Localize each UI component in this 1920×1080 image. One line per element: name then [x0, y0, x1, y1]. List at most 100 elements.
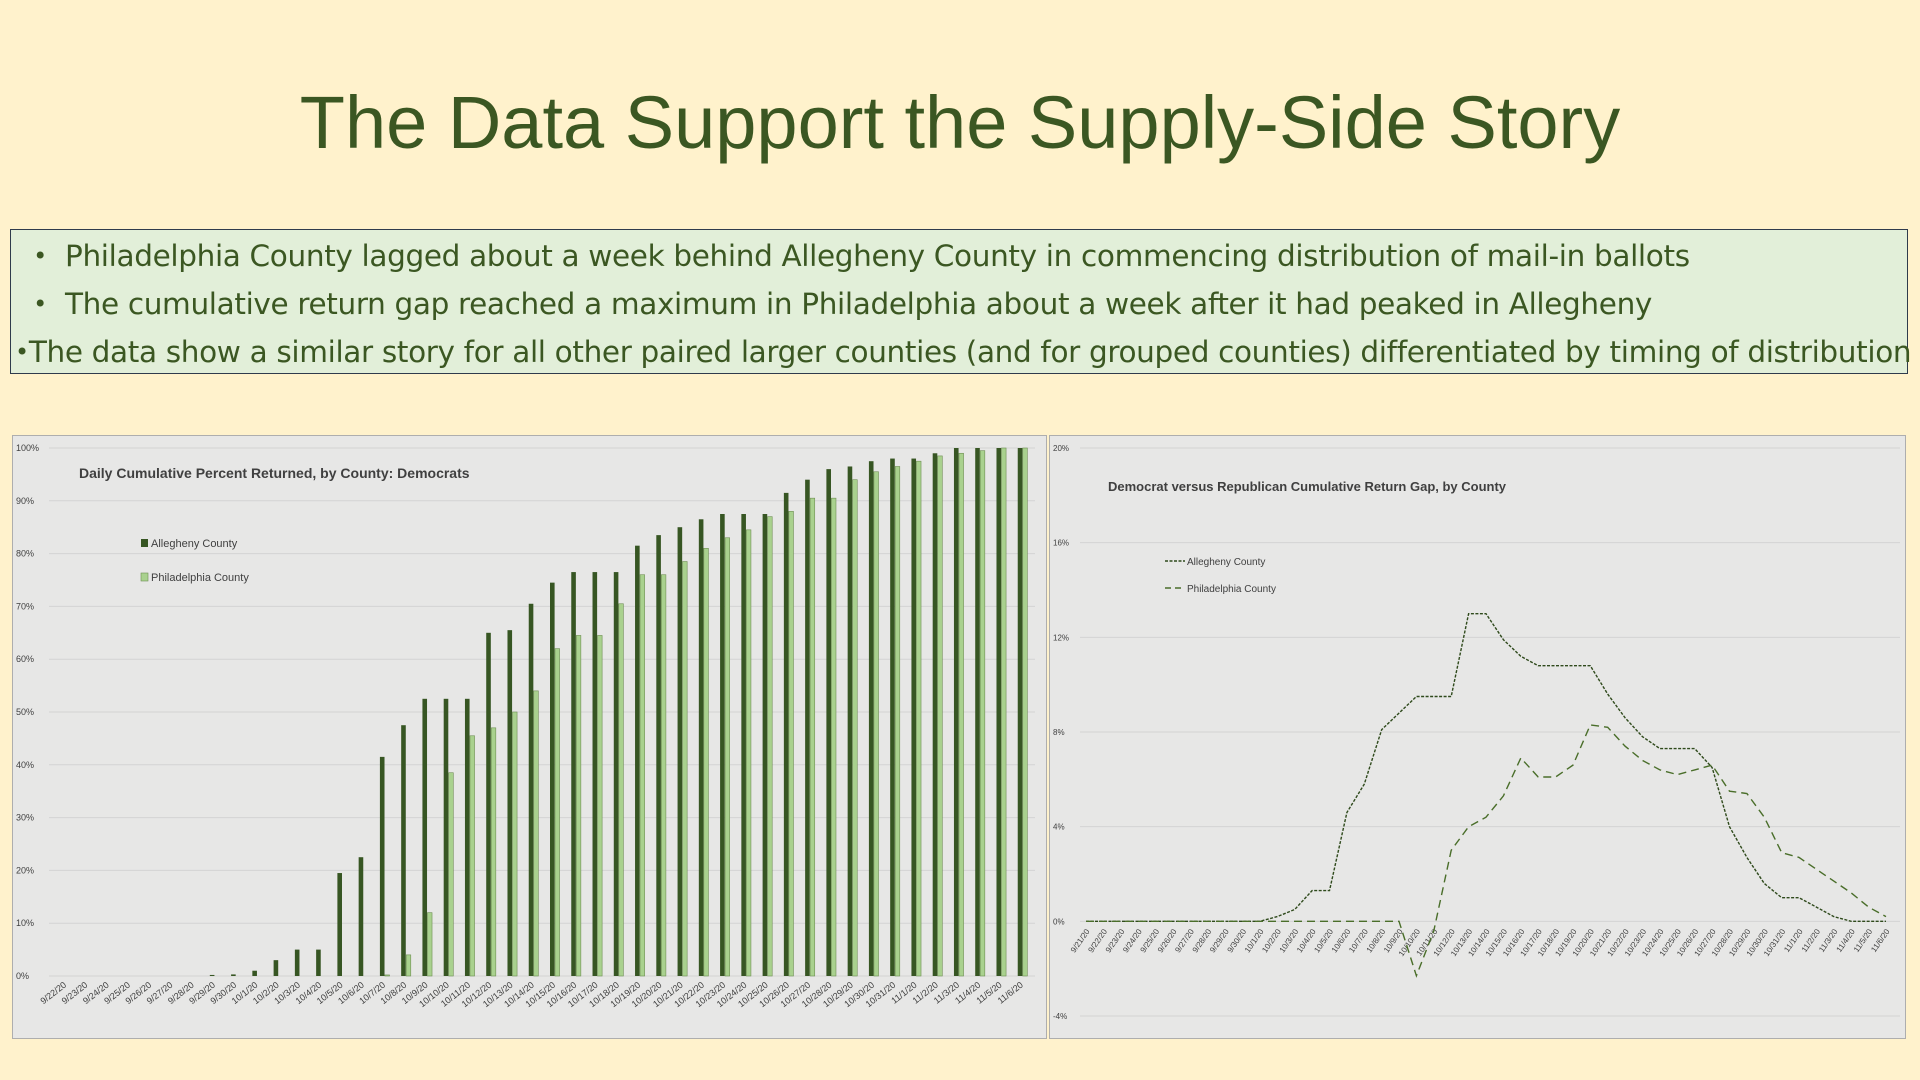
bar-philadelphia — [894, 466, 901, 977]
legend-swatch-allegheny — [141, 539, 148, 547]
bar-allegheny — [486, 632, 491, 976]
allegheny-line — [1086, 612, 1886, 922]
bar-philadelphia — [703, 548, 709, 977]
bar-philadelphia — [448, 772, 454, 977]
bar-philadelphia — [809, 497, 816, 977]
bar-allegheny — [847, 466, 853, 976]
x-tick-label: 11/6/20 — [1869, 927, 1892, 954]
bar-philadelphia — [682, 561, 688, 977]
bar-allegheny — [528, 603, 534, 976]
bullet-text: The cumulative return gap reached a maxi… — [65, 287, 1653, 321]
bar-philadelphia — [618, 603, 624, 977]
line-chart-svg: -4%0%4%8%12%16%20%9/21/209/22/209/23/209… — [1053, 444, 1900, 1021]
bar-allegheny — [868, 461, 874, 976]
chart-title: Daily Cumulative Percent Returned, by Co… — [79, 465, 470, 481]
bullet-text: The data show a similar story for all ot… — [28, 335, 1912, 369]
bar-philadelphia — [639, 574, 645, 977]
bar-allegheny — [507, 630, 513, 976]
y-tick-label: 50% — [16, 707, 34, 717]
y-tick-label: 0% — [16, 971, 29, 981]
bar-allegheny — [316, 949, 321, 976]
bar-allegheny — [401, 725, 406, 976]
bar-philadelphia — [958, 452, 964, 977]
y-tick-label: 16% — [1053, 539, 1069, 548]
bar-philadelphia — [384, 974, 390, 977]
bar-philadelphia — [916, 460, 922, 977]
y-tick-label: 70% — [16, 601, 34, 611]
bar-allegheny — [613, 572, 619, 976]
bullet-item: • The data show a similar story for all … — [11, 328, 1912, 376]
bar-philadelphia — [767, 516, 773, 977]
bar-allegheny — [783, 492, 789, 976]
bar-philadelphia — [788, 511, 794, 977]
bar-philadelphia — [937, 455, 943, 977]
bar-philadelphia — [490, 727, 497, 977]
bullet-dot-icon: • — [33, 290, 47, 318]
bar-philadelphia — [852, 479, 858, 977]
bar-allegheny — [826, 469, 831, 976]
y-tick-label: 20% — [1053, 444, 1069, 453]
bar-allegheny — [635, 545, 640, 976]
bar-allegheny — [379, 756, 385, 976]
y-tick-label: -4% — [1053, 1012, 1067, 1021]
bar-allegheny — [464, 698, 470, 976]
philadelphia-line — [1086, 724, 1887, 978]
bar-allegheny — [571, 572, 576, 976]
bar-allegheny — [932, 453, 938, 976]
bar-philadelphia — [533, 690, 539, 977]
bar-allegheny — [890, 458, 895, 976]
bar-allegheny — [741, 514, 746, 976]
y-tick-label: 80% — [16, 549, 34, 559]
bar-allegheny — [762, 514, 768, 976]
legend-label: Philadelphia County — [151, 572, 249, 584]
bar-philadelphia — [1001, 447, 1007, 977]
y-tick-label: 0% — [1053, 917, 1065, 926]
bar-philadelphia — [1022, 447, 1028, 977]
bar-allegheny — [273, 960, 279, 976]
bar-philadelphia — [746, 529, 752, 977]
bar-philadelphia — [661, 574, 667, 977]
bar-chart-svg: 0%10%20%30%40%50%60%70%80%90%100%9/22/20… — [16, 443, 1035, 1009]
bar-allegheny — [953, 448, 959, 976]
bar-allegheny — [1017, 448, 1023, 976]
bar-allegheny — [677, 527, 683, 976]
bar-allegheny — [358, 857, 364, 976]
bullet-dot-icon: • — [33, 242, 47, 270]
y-tick-label: 4% — [1053, 823, 1065, 832]
bar-allegheny — [592, 572, 598, 976]
bar-philadelphia — [873, 471, 879, 977]
bar-allegheny — [337, 873, 342, 976]
bar-allegheny — [422, 698, 428, 976]
y-tick-label: 12% — [1053, 633, 1069, 642]
bar-philadelphia — [724, 537, 730, 977]
legend-label: Philadelphia County — [1187, 584, 1276, 595]
bar-allegheny — [443, 698, 449, 976]
y-tick-label: 30% — [16, 813, 34, 823]
bullet-item: • The cumulative return gap reached a ma… — [11, 280, 1907, 328]
legend-label: Allegheny County — [151, 538, 238, 550]
bar-allegheny — [209, 974, 215, 976]
bar-allegheny — [911, 458, 917, 976]
y-tick-label: 10% — [16, 918, 34, 928]
bullet-dot-icon: • — [15, 338, 29, 366]
bar-allegheny — [720, 514, 725, 976]
bar-philadelphia — [427, 912, 433, 977]
bar-allegheny — [550, 582, 555, 976]
cumulative-percent-chart: 0% 10% 20% 30% 40% 50% 60% 70% 80% 90% 100% 9/22/20… — [12, 435, 1047, 1039]
bar-philadelphia — [597, 635, 603, 977]
y-tick-label: 20% — [16, 865, 34, 875]
bar-philadelphia — [979, 450, 986, 977]
y-tick-label: 90% — [16, 496, 34, 506]
bar-allegheny — [805, 479, 810, 976]
bar-philadelphia — [575, 635, 582, 977]
bar-allegheny — [996, 448, 1002, 976]
chart-title: Democrat versus Republican Cumulative Re… — [1108, 479, 1507, 494]
legend-label: Allegheny County — [1187, 557, 1265, 568]
y-tick-label: 8% — [1053, 728, 1065, 737]
return-gap-chart: -4% 0% 4% 8% 12% 16% 20% 9/21/20 9/22/20 9/23/20 9… — [1049, 435, 1906, 1039]
bar-allegheny — [698, 519, 704, 976]
bar-allegheny — [975, 448, 980, 976]
bar-philadelphia — [831, 497, 837, 977]
y-tick-label: 40% — [16, 760, 34, 770]
bullet-item: • Philadelphia County lagged about a wee… — [11, 232, 1907, 280]
